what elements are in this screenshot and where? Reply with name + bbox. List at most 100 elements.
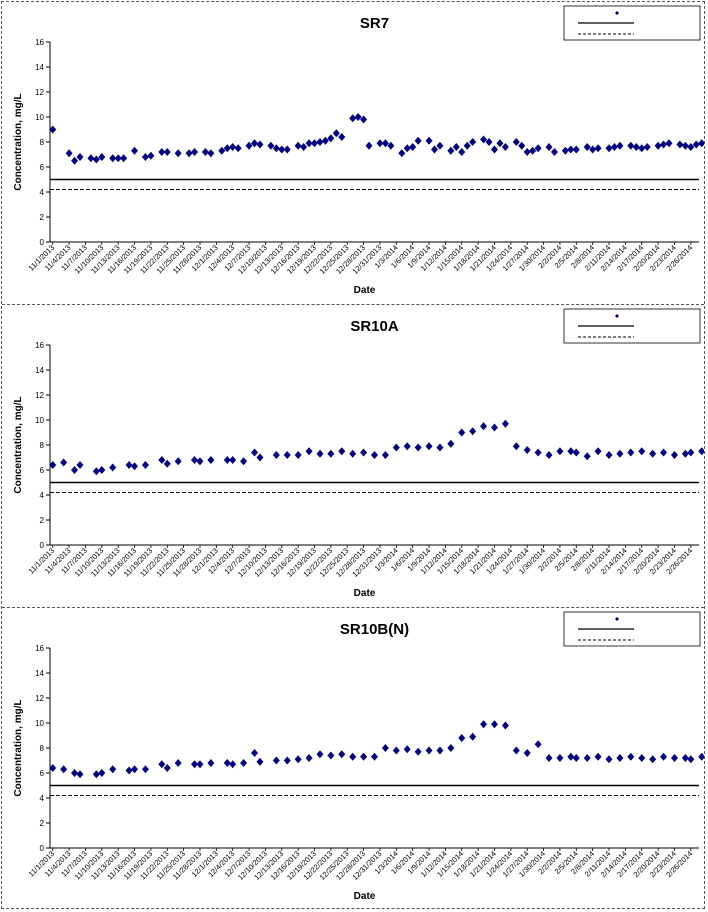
data-point [196, 760, 204, 769]
data-point [463, 141, 471, 150]
data-point [147, 151, 155, 160]
data-point [469, 427, 477, 436]
y-tick-label: 4 [40, 188, 45, 197]
data-point [660, 448, 668, 457]
y-tick-label: 2 [40, 213, 45, 222]
data-point [311, 139, 319, 148]
data-point [278, 145, 286, 154]
y-tick-label: 16 [35, 38, 44, 47]
data-point [338, 750, 346, 759]
data-point [425, 746, 433, 755]
y-tick-label: 0 [40, 238, 45, 247]
data-point [501, 143, 509, 151]
data-point [627, 448, 635, 457]
data-point [490, 423, 498, 432]
data-point [294, 141, 302, 150]
data-point [349, 114, 357, 123]
y-tick-label: 0 [40, 541, 45, 550]
data-point [223, 144, 231, 153]
data-point [240, 759, 248, 767]
data-point [158, 456, 166, 464]
data-point [605, 144, 613, 153]
data-point [660, 752, 668, 761]
y-tick-label: 10 [35, 416, 44, 425]
data-point [256, 140, 264, 149]
data-point [534, 144, 542, 153]
data-point [327, 751, 335, 760]
data-point [131, 146, 139, 155]
data-point [490, 720, 498, 729]
data-point [327, 449, 335, 458]
data-point [512, 746, 520, 755]
data-point [534, 740, 542, 749]
data-point [76, 153, 84, 161]
data-point [338, 447, 346, 456]
data-point [414, 443, 422, 452]
data-point [409, 143, 417, 151]
data-point [321, 136, 329, 145]
y-tick-label: 14 [35, 366, 44, 375]
data-point [131, 765, 139, 774]
data-point [305, 139, 313, 148]
data-point [627, 141, 635, 150]
data-point [316, 449, 324, 458]
data-point [272, 756, 280, 765]
data-point [76, 461, 84, 469]
data-point [141, 153, 149, 161]
data-point [327, 134, 335, 143]
data-point [196, 457, 204, 466]
chart-title: SR7 [360, 15, 389, 32]
data-point [114, 154, 122, 163]
data-point [120, 154, 128, 163]
y-tick-label: 4 [40, 491, 45, 500]
data-point [251, 448, 259, 457]
data-point [425, 136, 433, 145]
data-point [583, 754, 591, 762]
data-point [403, 144, 411, 153]
data-point [141, 765, 149, 774]
data-point [436, 746, 444, 755]
data-point [158, 760, 166, 769]
data-point [163, 764, 171, 772]
data-point [207, 149, 215, 158]
chart-sr10bn: SR10B(N)024681012141611/1/201311/4/20131… [13, 611, 704, 902]
y-tick-label: 12 [35, 694, 44, 703]
data-point [480, 135, 488, 144]
data-point [223, 759, 231, 767]
x-axis-label: Date [354, 891, 376, 902]
data-point [447, 146, 455, 155]
chart-panel-sr7: SR7 0 2 4 6 8 10 12 14 16 11/1/2013 11/4/2013 11/7/2… [2, 2, 704, 302]
data-point [283, 451, 291, 459]
y-tick-label: 8 [40, 441, 45, 450]
data-point [649, 449, 657, 458]
data-point [480, 720, 488, 729]
data-point [698, 139, 704, 148]
y-tick-label: 12 [35, 391, 44, 400]
data-point [398, 149, 406, 158]
data-point [594, 752, 602, 761]
y-tick-label: 14 [35, 669, 44, 678]
data-point [163, 459, 171, 468]
data-point [692, 140, 700, 149]
data-point [381, 139, 389, 148]
data-point [687, 755, 695, 764]
data-point [469, 138, 477, 146]
data-point [191, 456, 199, 464]
data-point [572, 448, 580, 457]
y-tick-label: 6 [40, 769, 45, 778]
data-point [98, 769, 106, 777]
data-point [316, 138, 324, 146]
data-point [234, 144, 242, 153]
data-point [98, 466, 106, 474]
data-point [583, 452, 591, 461]
data-point [158, 148, 166, 156]
data-point [501, 721, 509, 730]
data-point [545, 754, 553, 762]
chart-title: SR10B(N) [340, 621, 409, 638]
data-point [403, 745, 411, 754]
data-point [49, 764, 57, 772]
data-point [109, 765, 117, 774]
data-point [360, 448, 368, 457]
data-point [556, 754, 564, 762]
